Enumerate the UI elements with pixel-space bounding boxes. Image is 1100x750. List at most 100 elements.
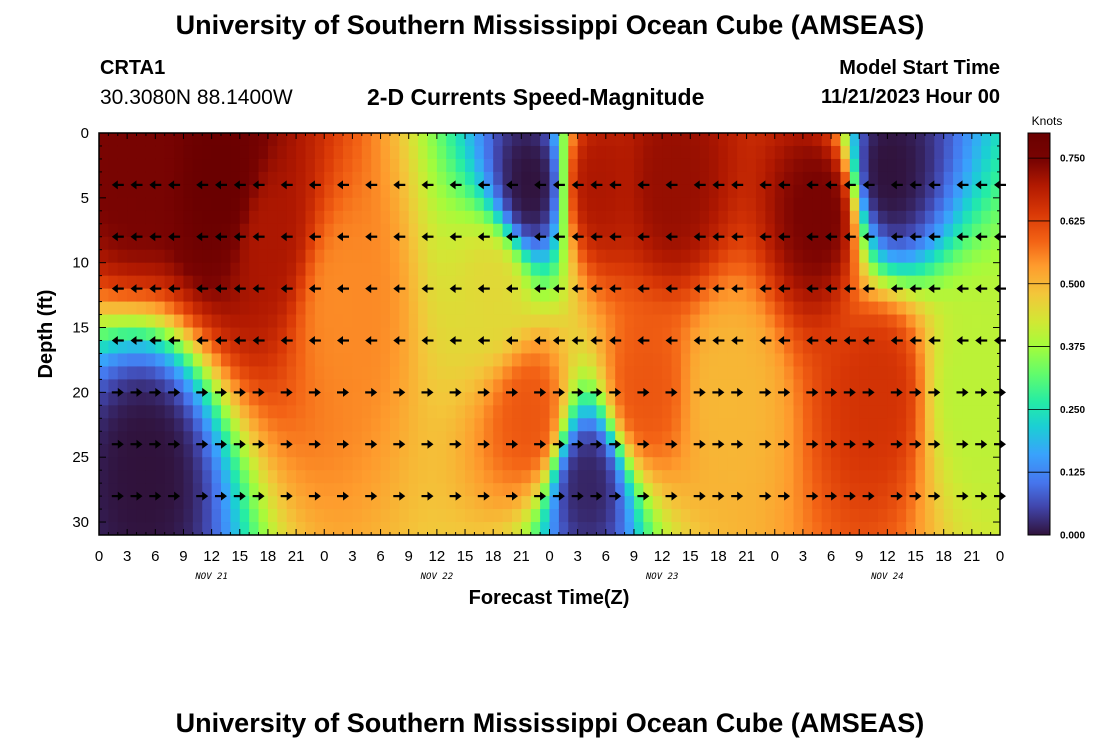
heatmap-cell bbox=[615, 249, 626, 264]
heatmap-cell bbox=[343, 431, 354, 445]
heatmap-cell bbox=[896, 509, 907, 523]
heatmap-cell bbox=[831, 457, 842, 471]
heatmap-cell bbox=[924, 444, 935, 458]
current-arrow bbox=[609, 284, 622, 294]
heatmap-cell bbox=[793, 470, 804, 484]
heatmap-cell bbox=[605, 444, 616, 458]
heatmap-cell bbox=[117, 444, 128, 458]
heatmap-cell bbox=[493, 431, 504, 445]
heatmap-cell bbox=[108, 249, 119, 264]
heatmap-cell bbox=[587, 171, 598, 186]
heatmap-cell bbox=[502, 249, 513, 264]
heatmap-cell bbox=[286, 379, 297, 393]
heatmap-cell bbox=[314, 171, 325, 186]
heatmap-cell bbox=[990, 366, 1000, 380]
heatmap-cell bbox=[296, 444, 307, 458]
heatmap-cell bbox=[596, 522, 607, 535]
current-arrow bbox=[534, 232, 547, 242]
heatmap-cell bbox=[662, 184, 673, 199]
heatmap-cell bbox=[239, 184, 250, 199]
heatmap-cell bbox=[230, 483, 241, 497]
heatmap-cell bbox=[155, 353, 166, 368]
heatmap-cell bbox=[915, 223, 926, 238]
heatmap-cell bbox=[906, 327, 917, 342]
heatmap-cell bbox=[765, 522, 776, 535]
current-arrow bbox=[196, 387, 209, 397]
heatmap-cell bbox=[352, 327, 363, 342]
heatmap-cell bbox=[915, 431, 926, 445]
current-arrow bbox=[393, 439, 406, 449]
heatmap-cell bbox=[108, 145, 119, 160]
heatmap-cell bbox=[183, 379, 194, 393]
heatmap-cell bbox=[868, 496, 879, 510]
heatmap-cell bbox=[953, 431, 964, 445]
heatmap-cell bbox=[737, 379, 748, 393]
heatmap-cell bbox=[211, 405, 222, 419]
heatmap-cell bbox=[446, 431, 457, 445]
heatmap-cell bbox=[192, 171, 203, 186]
heatmap-cell bbox=[202, 236, 213, 251]
heatmap-cell bbox=[615, 301, 626, 316]
current-arrow bbox=[778, 284, 791, 294]
heatmap-cell bbox=[108, 197, 119, 212]
heatmap-cell bbox=[277, 379, 288, 393]
heatmap-cell bbox=[324, 483, 335, 497]
heatmap-cell bbox=[962, 392, 973, 406]
heatmap-cell bbox=[990, 301, 1000, 316]
heatmap-cell bbox=[849, 145, 860, 160]
heatmap-cell bbox=[399, 405, 410, 419]
heatmap-cell bbox=[662, 366, 673, 380]
heatmap-cell bbox=[136, 133, 147, 147]
heatmap-cell bbox=[324, 431, 335, 445]
heatmap-cell bbox=[727, 366, 738, 380]
heatmap-cell bbox=[568, 509, 579, 523]
heatmap-cell bbox=[831, 366, 842, 380]
heatmap-cell bbox=[324, 184, 335, 199]
heatmap-cell bbox=[896, 210, 907, 225]
heatmap-cell bbox=[671, 340, 682, 355]
heatmap-cell bbox=[324, 405, 335, 419]
heatmap-cell bbox=[549, 184, 560, 199]
heatmap-cell bbox=[446, 405, 457, 419]
heatmap-cell bbox=[258, 275, 269, 290]
heatmap-cell bbox=[587, 275, 598, 290]
heatmap-cell bbox=[906, 405, 917, 419]
heatmap-cell bbox=[615, 171, 626, 186]
heatmap-cell bbox=[718, 210, 729, 225]
heatmap-cell bbox=[361, 262, 372, 277]
heatmap-cell bbox=[718, 314, 729, 329]
heatmap-cell bbox=[737, 288, 748, 303]
heatmap-cell bbox=[305, 327, 316, 342]
heatmap-cell bbox=[662, 496, 673, 510]
heatmap-cell bbox=[971, 366, 982, 380]
heatmap-cell bbox=[221, 522, 231, 535]
heatmap-cell bbox=[465, 379, 476, 393]
heatmap-cell bbox=[746, 327, 757, 342]
heatmap-cell bbox=[183, 133, 194, 147]
heatmap-cell bbox=[277, 509, 288, 523]
heatmap-cell bbox=[324, 249, 335, 264]
heatmap-cell bbox=[108, 210, 119, 225]
heatmap-cell bbox=[849, 158, 860, 173]
heatmap-cell bbox=[690, 340, 701, 355]
heatmap-cell bbox=[718, 133, 729, 147]
current-arrow bbox=[421, 180, 434, 190]
heatmap-cell bbox=[680, 509, 691, 523]
heatmap-cell bbox=[164, 236, 175, 251]
heatmap-cell bbox=[277, 522, 288, 535]
heatmap-cell bbox=[690, 470, 701, 484]
heatmap-cell bbox=[418, 340, 429, 355]
heatmap-cell bbox=[896, 496, 907, 510]
heatmap-cell bbox=[755, 457, 766, 471]
heatmap-cell bbox=[812, 366, 823, 380]
heatmap-cell bbox=[962, 133, 973, 147]
heatmap-cell bbox=[568, 145, 579, 160]
heatmap-cell bbox=[361, 379, 372, 393]
heatmap-cell bbox=[877, 184, 888, 199]
heatmap-cell bbox=[267, 353, 278, 368]
heatmap-cell bbox=[868, 210, 879, 225]
heatmap-cell bbox=[540, 223, 551, 238]
heatmap-cell bbox=[455, 184, 466, 199]
heatmap-cell bbox=[352, 197, 363, 212]
heatmap-cell bbox=[784, 301, 795, 316]
